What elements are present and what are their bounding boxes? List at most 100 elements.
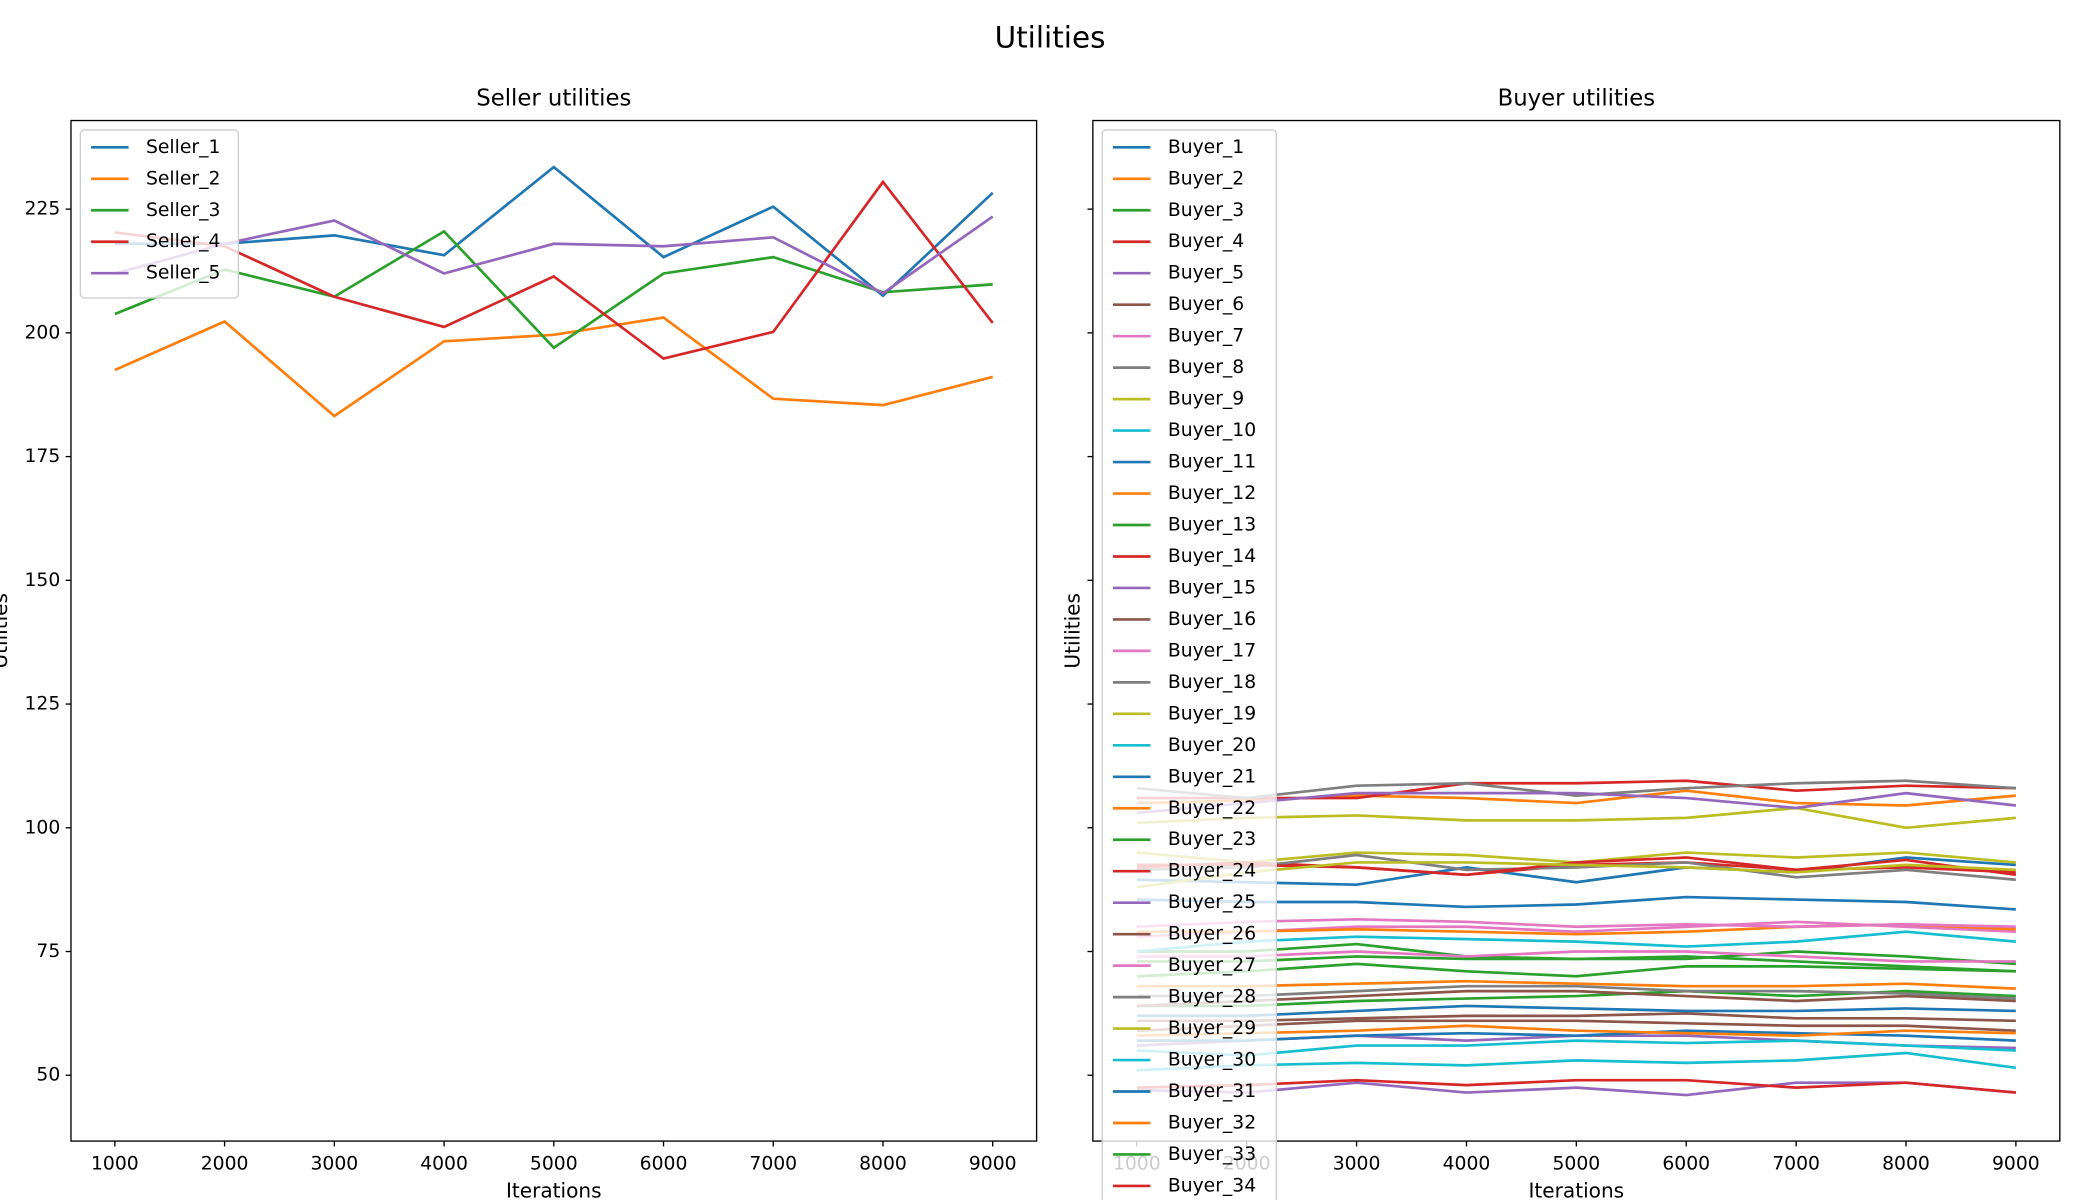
x-tick-label: 5000 [530,1153,578,1174]
x-tick-label: 9000 [1992,1153,2040,1174]
legend-label: Buyer_12 [1168,483,1256,504]
legend-label: Buyer_23 [1168,829,1256,850]
legend-label: Buyer_5 [1168,263,1244,284]
series-line [1136,1019,2016,1033]
x-tick-label: 9000 [969,1153,1017,1174]
subplot: Buyer utilities1000200030004000500060007… [1061,86,2061,1200]
legend-box [79,129,240,299]
series-line [1136,1004,2016,1018]
legend-label: Buyer_10 [1168,420,1256,441]
series-line [1136,779,2016,800]
x-tick-label: 7000 [1772,1153,1820,1174]
legend-label: Buyer_34 [1168,1175,1256,1196]
subplot: Seller utilities 1000 2000 3000 4000 5000 6000… [0,86,1038,1200]
legend-label: Buyer_6 [1168,294,1244,315]
legend-label: Buyer_31 [1168,1081,1256,1102]
series-line [114,316,994,418]
series-line [1136,1081,2016,1097]
y-tick-label: 125 [24,694,60,715]
series-line [1136,1029,2016,1042]
legend-label: Buyer_9 [1168,389,1244,410]
legend: Buyer_1 Buyer_2 Buyer_3 Buyer_4 Buyer_5 Buyer… [1101,129,1278,1200]
figure-title: Utilities [995,20,1106,54]
x-tick-label: 6000 [640,1153,688,1174]
legend-label: Buyer_2 [1168,168,1244,189]
legend-label: Buyer_32 [1168,1112,1256,1133]
series-line [1136,791,2017,815]
legend-label: Buyer_7 [1168,326,1244,347]
y-tick-label: 75 [36,941,60,962]
series-line [1136,1039,2016,1057]
y-tick-label: 175 [24,446,60,467]
legend-label: Buyer_19 [1168,703,1256,724]
legend-label: Buyer_3 [1168,200,1244,221]
x-tick-label: 1000 [91,1153,139,1174]
legend-label: Buyer_17 [1168,640,1256,661]
y-tick-label: 225 [24,199,60,220]
x-tick-label: 2000 [201,1153,249,1174]
x-tick-label: 6000 [1662,1153,1710,1174]
legend-label: Buyer_1 [1168,137,1244,158]
legend-label: Buyer_33 [1168,1144,1256,1165]
series-line [1136,950,2016,963]
series-line [1136,1024,2016,1037]
y-tick-label: 50 [36,1065,60,1086]
series-line [114,229,993,350]
legend-label: Seller_4 [146,231,220,252]
x-tick-label: 7000 [749,1153,797,1174]
x-tick-label: 4000 [420,1153,468,1174]
series-line [1136,989,2016,1008]
y-tick-label: 150 [24,570,60,591]
legend-label: Buyer_28 [1168,987,1256,1008]
series-line [1136,861,2016,889]
legend-label: Buyer_11 [1168,452,1256,473]
x-axis-label: Iterations [1529,1178,1625,1200]
series-line [1136,918,2016,929]
series-line [1136,806,2016,830]
x-tick-label: 3000 [1333,1153,1381,1174]
series-line [114,215,994,295]
legend-label: Buyer_20 [1168,735,1256,756]
subplot-title: Seller utilities [476,86,631,112]
series-line [1136,962,2016,978]
x-tick-label: 4000 [1443,1153,1491,1174]
subplot-title: Buyer utilities [1498,86,1655,112]
x-tick-label: 8000 [1882,1153,1930,1174]
series-line [1136,955,2016,973]
axes-frame [1092,119,2061,1142]
legend-label: Buyer_16 [1168,609,1256,630]
legend-label: Buyer_30 [1168,1050,1256,1071]
series-line [1136,853,2016,882]
x-tick-label: 3000 [310,1153,358,1174]
series-line [1136,1012,2016,1023]
series-line [114,165,994,298]
y-axis-label: Utilities [0,593,12,669]
x-axis-label: Iterations [506,1178,602,1200]
legend-label: Buyer_22 [1168,798,1256,819]
series-line [1136,856,2017,877]
legend: Seller_1 Seller_2 Seller_3 Seller_4 Seller_5 [79,129,240,299]
legend-label: Buyer_29 [1168,1018,1256,1039]
y-axis-label: Utilities [1061,593,1085,669]
legend-label: Seller_2 [146,168,220,189]
series-line [1136,984,2016,1000]
legend-label: Seller_5 [146,263,220,284]
x-tick-label: 8000 [859,1153,907,1174]
legend-label: Buyer_25 [1168,892,1256,913]
legend-label: Buyer_27 [1168,955,1256,976]
series-line [1136,1078,2016,1094]
lines [114,165,994,418]
series-line [1136,979,2016,990]
series-line [1136,895,2016,911]
legend-label: Buyer_15 [1168,577,1256,598]
series-line [1136,930,2016,953]
y-tick-label: 200 [24,322,60,343]
legend-label: Seller_1 [146,137,220,158]
x-tick-label: 5000 [1552,1153,1600,1174]
legend-label: Buyer_14 [1168,546,1256,567]
legend-label: Buyer_26 [1168,924,1256,945]
legend-label: Buyer_18 [1168,672,1256,693]
legend-label: Buyer_21 [1168,766,1256,787]
legend-label: Buyer_13 [1168,515,1256,536]
